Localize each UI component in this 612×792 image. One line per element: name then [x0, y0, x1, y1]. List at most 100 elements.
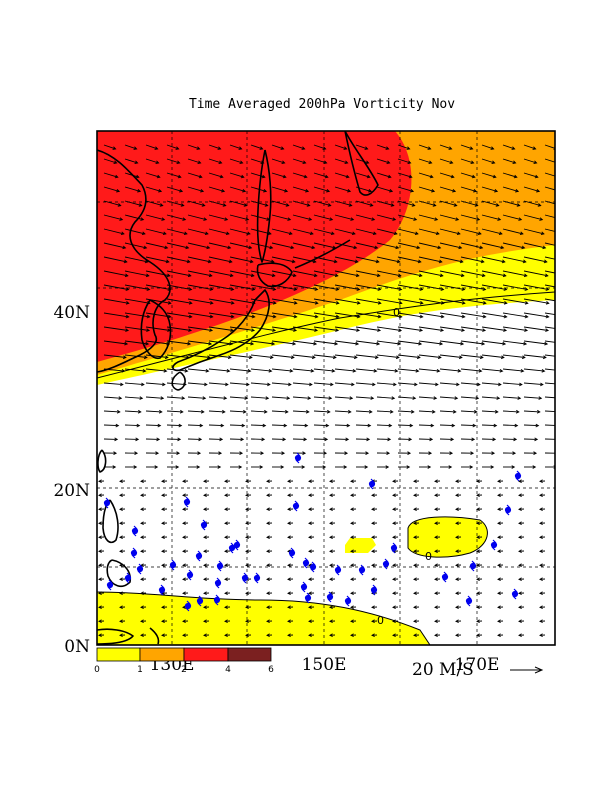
wind-vector — [271, 172, 286, 178]
wind-vector — [376, 242, 399, 249]
wind-vector-head — [239, 451, 244, 455]
wind-vector — [481, 382, 501, 386]
colorbar-swatch-4 — [227, 647, 272, 662]
wind-vector-head — [434, 507, 438, 512]
wind-vector-head — [329, 493, 333, 498]
wind-vector-head — [503, 314, 508, 319]
wind-vector-head — [290, 245, 295, 250]
wind-vector-head — [373, 369, 378, 373]
wind-vector-head — [523, 341, 528, 346]
wind-vector-head — [518, 605, 522, 610]
wind-vector-head — [455, 563, 459, 568]
wind-vector — [124, 186, 141, 192]
wind-vector — [292, 382, 312, 386]
wind-vector — [103, 228, 125, 235]
wind-vector-head — [408, 437, 413, 442]
wind-vector-head — [224, 217, 229, 221]
tropical-cyclone-symbol — [169, 559, 177, 571]
wind-vector — [271, 144, 284, 150]
wind-vector — [460, 200, 478, 207]
tropical-cyclone-symbol — [241, 572, 249, 584]
wind-vector — [397, 340, 422, 345]
wind-vector-head — [205, 369, 210, 373]
wind-vector-head — [518, 493, 522, 498]
wind-vector — [334, 396, 353, 399]
wind-vector — [292, 284, 318, 291]
wind-vector — [313, 410, 330, 413]
wind-vector-head — [460, 341, 465, 346]
wind-vectors — [98, 144, 559, 638]
wind-vector-head — [245, 591, 249, 596]
wind-vector — [166, 214, 186, 221]
wind-vector — [271, 368, 293, 372]
wind-vector — [460, 396, 479, 399]
wind-vector-head — [343, 465, 348, 469]
wind-vector-head — [245, 521, 249, 526]
wind-vector-head — [454, 396, 459, 400]
wind-vector-head — [161, 633, 165, 638]
wind-vector — [502, 382, 522, 386]
wind-vector — [523, 144, 536, 150]
wind-vector-head — [366, 174, 371, 179]
wind-vector — [502, 298, 528, 304]
vorticity-yellow-south — [97, 592, 430, 645]
tropical-cyclone-symbol — [390, 542, 398, 554]
wind-vector-head — [208, 273, 213, 278]
wind-vector-head — [203, 479, 207, 484]
wind-vector — [460, 144, 473, 150]
wind-vector-head — [159, 203, 164, 207]
wind-vector-head — [306, 203, 311, 207]
wind-vector-head — [455, 479, 459, 484]
wind-vector-head — [119, 605, 123, 610]
wind-vector-head — [350, 605, 354, 610]
wind-vector — [250, 270, 275, 277]
wind-vector-head — [455, 521, 459, 526]
wind-vector-head — [350, 521, 354, 526]
wind-vector-head — [98, 493, 102, 498]
wind-vector-head — [161, 217, 166, 221]
wind-vector-head — [329, 507, 333, 512]
wind-vector-head — [540, 382, 544, 387]
wind-vector-head — [448, 465, 453, 469]
wind-vector — [124, 312, 150, 318]
wind-vector-head — [479, 355, 484, 360]
wind-vector-head — [471, 174, 476, 179]
wind-vector — [418, 256, 442, 263]
wind-vector-head — [280, 146, 285, 150]
wind-vector-head — [161, 619, 165, 624]
wind-vector-head — [140, 605, 144, 610]
wind-vector-head — [182, 549, 186, 554]
wind-vector — [292, 326, 318, 331]
wind-vector-head — [556, 175, 559, 178]
wind-vector-head — [539, 633, 543, 638]
wind-vector — [145, 158, 159, 164]
wind-vector-head — [308, 605, 312, 610]
wind-vector-head — [477, 382, 481, 387]
wind-vector — [397, 256, 421, 263]
wind-vector — [208, 214, 228, 221]
wind-vector — [334, 158, 348, 164]
wind-vector-head — [248, 245, 253, 250]
wind-vector — [145, 186, 162, 192]
wind-vector-head — [198, 437, 203, 442]
wind-vector-head — [456, 382, 460, 387]
wind-vector-head — [327, 203, 332, 207]
wind-vector — [313, 340, 338, 345]
wind-vector — [418, 424, 434, 427]
wind-vector — [439, 312, 465, 318]
wind-vector-head — [230, 314, 235, 319]
wind-vector-head — [155, 160, 160, 165]
wind-vector — [544, 214, 555, 219]
wind-vector-head — [267, 382, 271, 387]
wind-vector-head — [119, 521, 123, 526]
wind-vector — [397, 242, 420, 249]
wind-vector — [376, 186, 393, 192]
wind-vector — [103, 340, 128, 345]
wind-vector-head — [123, 259, 128, 264]
wind-vector-head — [230, 328, 235, 332]
wind-vector — [523, 228, 545, 235]
wind-vector-head — [207, 259, 212, 264]
wind-vector — [502, 284, 528, 291]
wind-vector — [334, 214, 354, 221]
taiwan-coast — [97, 449, 107, 473]
